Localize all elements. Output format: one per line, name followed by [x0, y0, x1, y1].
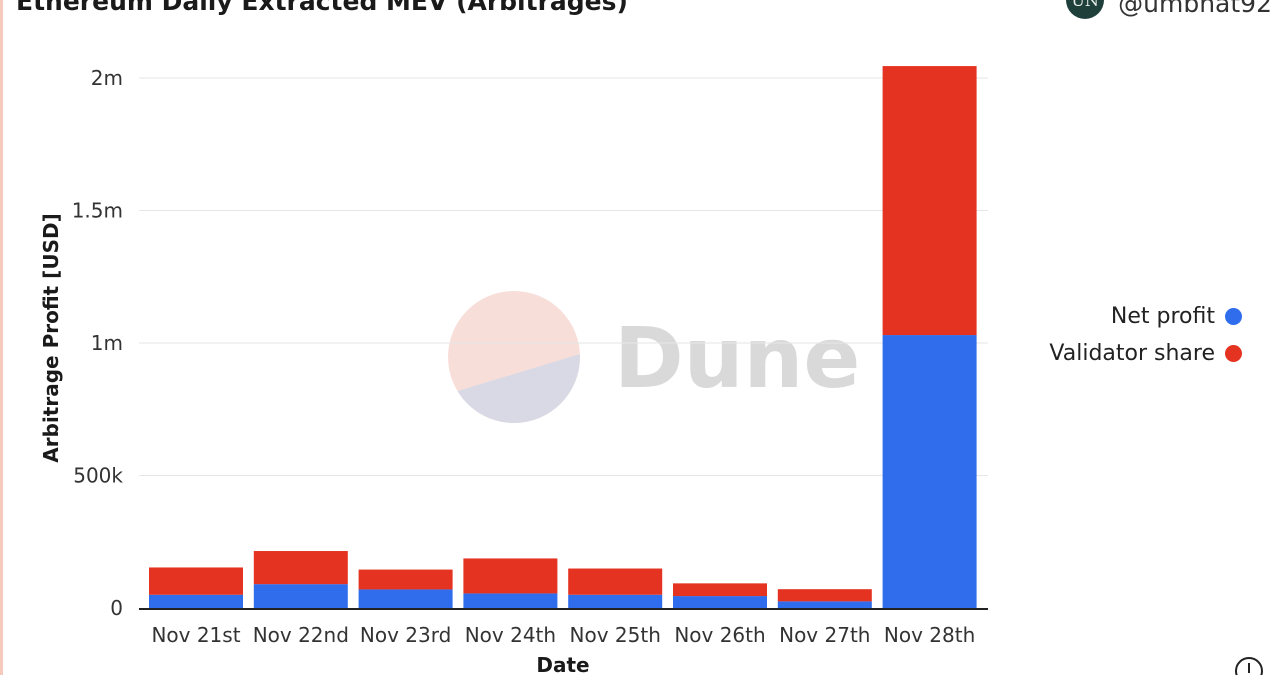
bars — [149, 66, 977, 608]
legend-label: Net profit — [1110, 304, 1215, 329]
author-info[interactable]: UN @umbhat92 — [1066, 0, 1272, 19]
bar-segment-validator-share[interactable] — [568, 568, 663, 595]
bar-segment-net-profit[interactable] — [149, 594, 243, 608]
bar-segment-validator-share[interactable] — [463, 558, 558, 594]
y-tick-label: 2m — [91, 66, 123, 90]
x-tick-label: Nov 24th — [465, 623, 556, 647]
y-axis-title: Arbitrage Profit [USD] — [39, 213, 63, 462]
bar-segment-validator-share[interactable] — [149, 567, 243, 595]
legend-item-net-profit[interactable]: Net profit — [1111, 304, 1242, 329]
y-tick-label: 1m — [91, 331, 123, 355]
legend-item-validator-share[interactable]: Validator share — [1049, 341, 1242, 366]
x-axis-title: Date — [536, 653, 589, 675]
x-tick-label: Nov 21st — [151, 623, 240, 647]
download-icon[interactable] — [1235, 657, 1263, 675]
bar-segment-net-profit[interactable] — [358, 589, 453, 608]
bar-segment-net-profit[interactable] — [463, 593, 558, 608]
watermark-logo-bottom — [448, 354, 580, 423]
watermark-text: Dune — [614, 309, 860, 407]
x-tick-label: Nov 28th — [884, 623, 975, 647]
legend-dot-icon — [1225, 345, 1242, 362]
y-tick-label: 500k — [73, 464, 123, 488]
bar-segment-net-profit[interactable] — [882, 335, 977, 608]
y-tick-label: 1.5m — [72, 199, 123, 223]
bar-segment-net-profit[interactable] — [568, 594, 663, 608]
x-tick-label: Nov 25th — [570, 623, 661, 647]
left-border — [0, 0, 3, 675]
axes: 0 500k 1m 1.5m 2m Nov 21st Nov 22nd Nov 23rd Nov… — [72, 66, 988, 647]
x-tick-label: Nov 22nd — [253, 623, 349, 647]
legend-label: Validator share — [1049, 341, 1215, 366]
chart-title: Ethereum Daily Extracted MEV (Arbitrages… — [16, 0, 628, 16]
bar-segment-net-profit[interactable] — [253, 584, 348, 608]
bar-segment-validator-share[interactable] — [358, 569, 453, 590]
x-tick-label: Nov 23rd — [360, 623, 451, 647]
bar-segment-validator-share[interactable] — [882, 66, 977, 336]
bar-segment-validator-share[interactable] — [673, 583, 767, 597]
grid-lines — [139, 77, 988, 476]
bar-segment-net-profit[interactable] — [777, 601, 872, 608]
bar-segment-validator-share[interactable] — [253, 551, 348, 585]
x-tick-label: Nov 26th — [674, 623, 765, 647]
watermark: Dune — [448, 291, 860, 423]
legend: Net profit Validator share — [1049, 304, 1242, 366]
bar-segment-net-profit[interactable] — [673, 596, 767, 608]
x-tick-label: Nov 27th — [779, 623, 870, 647]
author-avatar[interactable]: UN — [1066, 0, 1105, 19]
bar-segment-validator-share[interactable] — [777, 589, 872, 602]
legend-dot-icon — [1225, 308, 1242, 325]
y-tick-label: 0 — [110, 596, 123, 620]
author-handle[interactable]: @umbhat92 — [1118, 0, 1272, 18]
